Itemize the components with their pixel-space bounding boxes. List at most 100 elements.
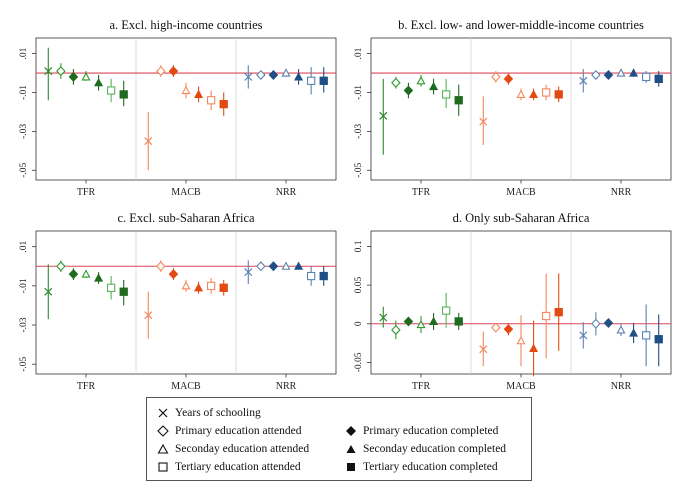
y-tick-label: -.01 xyxy=(19,85,29,100)
chart-grid: a. Excl. high-income countries .01 -.01 -.0… xyxy=(19,18,672,390)
data-point-open-triangle xyxy=(181,281,191,290)
data-point-open-square xyxy=(306,271,316,281)
x-tick-label: NRR xyxy=(276,187,297,198)
panel-title: d. Only sub-Saharan Africa xyxy=(453,211,590,225)
data-point-open-square xyxy=(441,306,451,315)
data-point-filled-square xyxy=(454,317,463,326)
data-point-filled-diamond xyxy=(603,69,614,80)
data-point-filled-square xyxy=(119,287,128,296)
data-point-filled-triangle xyxy=(529,343,539,353)
y-tick-label: -.05 xyxy=(354,163,364,178)
data-point-filled-diamond xyxy=(168,269,179,280)
data-point-filled-diamond xyxy=(503,324,514,335)
data-point-open-triangle xyxy=(281,68,291,77)
data-point-x xyxy=(44,67,53,76)
data-point-open-diamond xyxy=(591,318,601,329)
filled-diamond-icon xyxy=(346,426,356,436)
open-diamond-icon xyxy=(157,425,169,437)
data-point-filled-diamond xyxy=(503,73,514,84)
panel-title: b. Excl. low- and lower-middle-income co… xyxy=(398,18,644,32)
data-point-open-diamond xyxy=(391,324,401,335)
data-point-open-diamond xyxy=(156,261,166,272)
y-tick-label: -.01 xyxy=(19,278,29,293)
legend-label-tertiary-completed: Tertiary education completed xyxy=(363,461,498,473)
data-point-filled-square xyxy=(454,96,463,105)
x-tick-label: NRR xyxy=(611,187,632,198)
data-point-open-triangle xyxy=(181,85,191,95)
y-tick-label: 0.05 xyxy=(354,277,364,294)
y-tick-label: 0.1 xyxy=(354,240,364,252)
data-point-x xyxy=(579,331,588,340)
data-point-open-square xyxy=(206,96,216,105)
data-point-filled-triangle xyxy=(629,68,639,77)
data-point-open-triangle xyxy=(616,68,626,77)
data-point-open-triangle xyxy=(516,336,526,345)
data-point-filled-triangle xyxy=(429,81,439,91)
data-point-filled-square xyxy=(219,99,228,109)
data-point-open-diamond xyxy=(156,66,166,77)
y-tick-label: -.03 xyxy=(354,124,364,139)
x-tick-label: TFR xyxy=(77,381,96,390)
data-point-filled-diamond xyxy=(168,66,179,77)
data-point-open-triangle xyxy=(81,72,91,81)
legend-label-primary-completed: Primary education completed xyxy=(363,425,499,437)
data-point-filled-square xyxy=(554,90,563,99)
data-point-filled-triangle xyxy=(429,316,439,325)
data-point-x xyxy=(479,345,488,354)
data-point-x xyxy=(579,76,588,85)
data-point-filled-diamond xyxy=(268,261,279,272)
data-point-open-triangle xyxy=(281,261,291,270)
legend: Years of schooling Primary education att… xyxy=(146,397,532,481)
plot-frame xyxy=(35,37,337,181)
panel-title: a. Excl. high-income countries xyxy=(109,18,262,32)
y-tick-label: .01 xyxy=(19,240,29,252)
data-point-open-diamond xyxy=(591,69,601,80)
data-point-filled-diamond xyxy=(403,316,414,327)
data-point-filled-triangle xyxy=(194,89,204,98)
data-point-open-square xyxy=(541,88,551,97)
x-tick-label: NRR xyxy=(611,381,632,390)
y-tick-label: -0.05 xyxy=(354,352,364,372)
x-tick-label: TFR xyxy=(412,381,431,390)
data-point-open-square xyxy=(106,283,116,292)
data-point-open-diamond xyxy=(56,261,66,272)
x-marker-icon xyxy=(158,408,168,418)
data-point-filled-diamond xyxy=(68,269,79,280)
data-point-open-square xyxy=(306,76,316,85)
y-tick-label: -.01 xyxy=(354,85,364,100)
data-point-x xyxy=(244,72,253,81)
data-point-filled-square xyxy=(319,271,328,281)
data-point-filled-square xyxy=(319,76,328,85)
y-tick-label: 0 xyxy=(354,321,364,326)
y-tick-label: -.03 xyxy=(19,317,29,332)
data-point-open-square xyxy=(106,86,116,95)
filled-triangle-icon xyxy=(346,445,356,453)
panel-d: d. Only sub-Saharan Africa 0.1 0.05 0 -0.05 T… xyxy=(354,211,672,390)
open-square-icon xyxy=(158,462,168,472)
data-point-filled-square xyxy=(119,90,128,99)
x-tick-label: MACB xyxy=(506,187,536,198)
filled-square-icon xyxy=(347,463,355,471)
panel-c: c. Excl. sub-Saharan Africa .01 -.01 -.03 -.… xyxy=(19,211,337,390)
data-point-filled-square xyxy=(219,283,228,292)
x-tick-label: MACB xyxy=(506,381,536,390)
data-point-filled-diamond xyxy=(403,85,414,96)
panel-b: b. Excl. low- and lower-middle-income co… xyxy=(354,18,672,198)
plot-frame xyxy=(370,37,672,181)
data-point-x xyxy=(244,268,253,277)
x-tick-label: MACB xyxy=(171,187,201,198)
data-point-open-diamond xyxy=(391,77,401,88)
data-point-open-triangle xyxy=(616,325,626,334)
data-point-filled-triangle xyxy=(294,72,304,81)
legend-label-tertiary-attended: Tertiary education attended xyxy=(175,461,301,473)
plot-frame xyxy=(35,230,337,375)
data-point-open-triangle xyxy=(416,76,426,85)
data-point-filled-triangle xyxy=(94,273,104,282)
data-point-filled-triangle xyxy=(194,283,204,292)
data-point-filled-square xyxy=(654,74,663,83)
data-point-open-triangle xyxy=(81,269,91,278)
data-point-x xyxy=(479,117,488,126)
x-tick-label: MACB xyxy=(171,381,201,390)
y-tick-label: .01 xyxy=(354,47,364,59)
y-tick-label: -.05 xyxy=(19,163,29,178)
